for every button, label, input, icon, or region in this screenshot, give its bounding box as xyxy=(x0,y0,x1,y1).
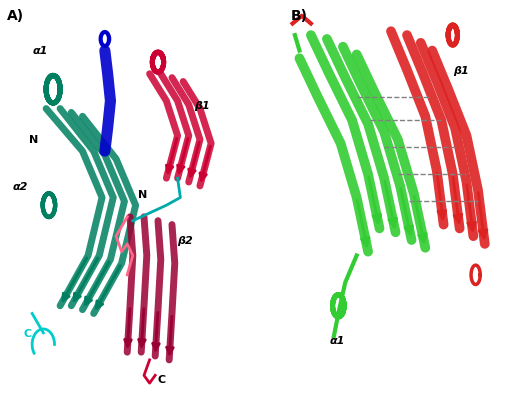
Text: A): A) xyxy=(7,9,24,23)
Text: α2: α2 xyxy=(13,182,28,192)
Text: N: N xyxy=(29,135,39,145)
Text: β2: β2 xyxy=(178,236,193,246)
Text: B): B) xyxy=(290,9,307,23)
Text: β1: β1 xyxy=(453,66,468,76)
Text: β1: β1 xyxy=(194,101,210,111)
Text: α1: α1 xyxy=(329,337,344,346)
Text: α1: α1 xyxy=(32,47,47,56)
Text: C: C xyxy=(24,329,32,339)
Text: N: N xyxy=(139,190,147,199)
Text: C: C xyxy=(158,375,166,385)
